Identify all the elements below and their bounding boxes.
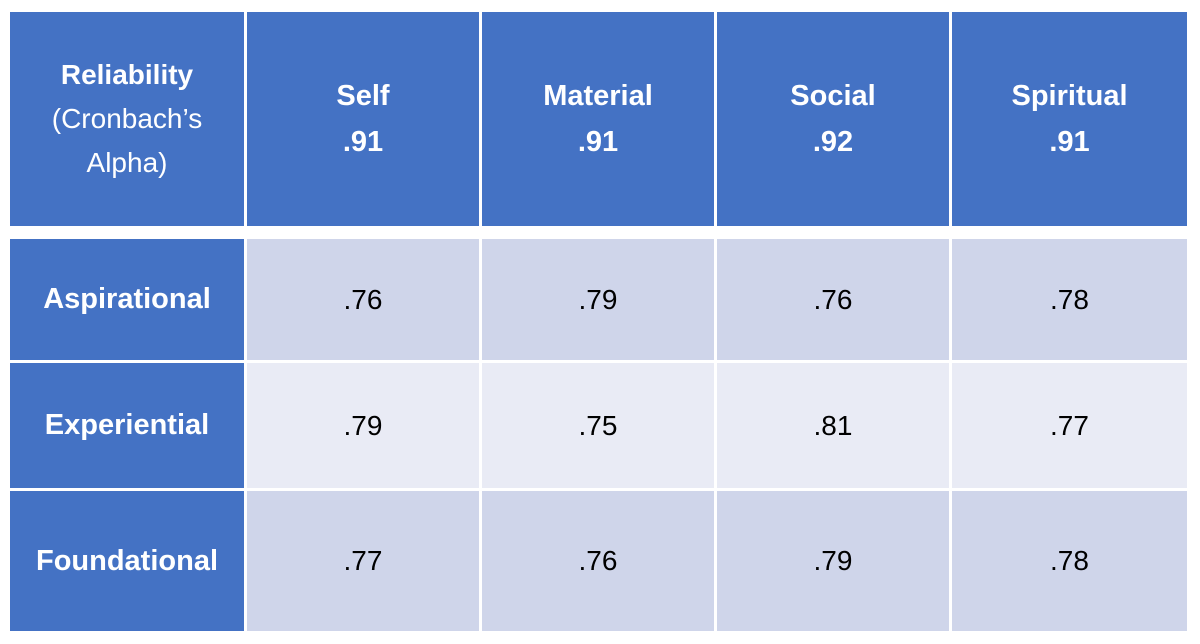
column-header-cell: Spiritual .91 bbox=[952, 12, 1187, 226]
column-name: Spiritual bbox=[1011, 80, 1128, 112]
value-text: .76 bbox=[813, 283, 853, 315]
row-header-cell: Foundational bbox=[10, 491, 244, 631]
value-text: .76 bbox=[343, 283, 383, 315]
column-alpha: .91 bbox=[342, 126, 384, 158]
value-cell: .78 bbox=[952, 491, 1187, 631]
value-cell: .75 bbox=[482, 363, 714, 488]
value-cell: .77 bbox=[952, 363, 1187, 488]
column-header-cell: Self .91 bbox=[247, 12, 479, 226]
value-cell: .76 bbox=[482, 491, 714, 631]
value-text: .77 bbox=[1050, 409, 1089, 441]
column-alpha: .91 bbox=[1049, 126, 1090, 158]
value-cell: .81 bbox=[717, 363, 949, 488]
row-label: Experiential bbox=[44, 409, 210, 441]
value-cell: .76 bbox=[717, 239, 949, 360]
row-header-cell: Experiential bbox=[10, 363, 244, 488]
value-cell: .79 bbox=[482, 239, 714, 360]
corner-header-line: Reliability bbox=[60, 59, 194, 90]
row-label: Foundational bbox=[35, 544, 219, 577]
value-cell: .79 bbox=[247, 363, 479, 488]
value-text: .76 bbox=[578, 545, 618, 576]
value-text: .81 bbox=[813, 409, 853, 441]
value-text: .79 bbox=[578, 283, 618, 315]
value-cell: .77 bbox=[247, 491, 479, 631]
value-text: .78 bbox=[1050, 283, 1089, 315]
column-name: Self bbox=[336, 80, 390, 112]
corner-header-line: Alpha) bbox=[86, 147, 168, 178]
reliability-table: Reliability (Cronbach’s Alpha) Self .91 Mater… bbox=[10, 12, 1187, 631]
column-name: Social bbox=[790, 80, 876, 112]
column-header-cell: Social .92 bbox=[717, 12, 949, 226]
column-header-cell: Material .91 bbox=[482, 12, 714, 226]
value-text: .77 bbox=[343, 545, 383, 576]
value-cell: .79 bbox=[717, 491, 949, 631]
corner-header-cell: Reliability (Cronbach’s Alpha) bbox=[10, 12, 244, 226]
value-cell: .78 bbox=[952, 239, 1187, 360]
value-text: .75 bbox=[578, 409, 618, 441]
value-text: .79 bbox=[343, 409, 383, 441]
value-text: .78 bbox=[1050, 545, 1089, 576]
corner-header-line: (Cronbach’s bbox=[51, 103, 203, 134]
value-cell: .76 bbox=[247, 239, 479, 360]
column-name: Material bbox=[543, 80, 653, 112]
column-alpha: .91 bbox=[577, 126, 619, 158]
row-label: Aspirational bbox=[43, 283, 211, 315]
row-header-cell: Aspirational bbox=[10, 239, 244, 360]
value-text: .79 bbox=[813, 545, 853, 576]
column-alpha: .92 bbox=[812, 126, 854, 158]
